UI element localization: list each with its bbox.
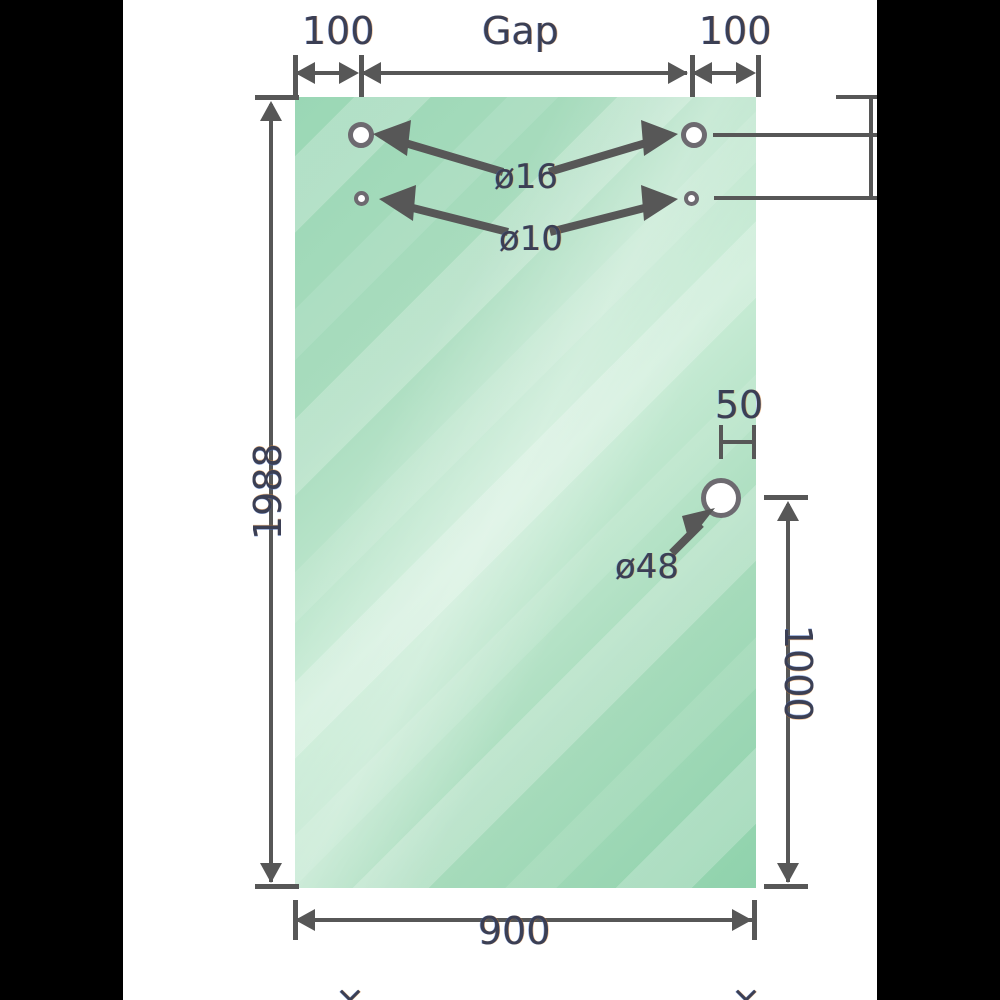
dimline-panel-height [269, 104, 273, 882]
dim-label-edge-to-round-hole-50: 50 [715, 383, 764, 427]
ext-tick-round-hole-level [764, 495, 808, 500]
dimline-bottom-to-round-hole [786, 504, 790, 882]
dimline-right-vertical [869, 95, 873, 199]
dim-label-gap-left-100: 100 [302, 9, 375, 53]
ext-tick-panel-bottom [255, 884, 299, 889]
ext-tick-bottom-right-edge [752, 900, 757, 940]
drawing-page: 100 Gap 100 1988 50 58 50 1000 [123, 0, 877, 1000]
dim-label-gap-right-100: 100 [699, 9, 772, 53]
dimline-panel-width [298, 918, 754, 922]
arrowhead-gap-end [668, 62, 688, 84]
arrowhead-left-100-end [339, 62, 359, 84]
leader-hole10-left [379, 185, 509, 236]
dimline-gap [363, 71, 687, 75]
arrowhead-height-top [260, 101, 282, 121]
dimline-edge-to-round-hole [719, 440, 756, 444]
arrowhead-1000-top [777, 501, 799, 521]
arrowhead-width-left [295, 909, 315, 931]
ext-tick-panel-top [255, 95, 299, 100]
arrowhead-height-bottom [260, 863, 282, 883]
ext-line-hole16-right [713, 133, 877, 137]
leader-hole16-right [547, 120, 678, 176]
callout-label-hole-48: ø48 [615, 547, 680, 587]
right-letterbox-bar [877, 0, 1000, 1000]
glass-sheen [295, 97, 756, 888]
arrowhead-left-100-start [295, 62, 315, 84]
arrowhead-width-right [732, 909, 752, 931]
callout-label-hole-10: ø10 [499, 219, 564, 259]
dim-label-panel-height: 1988 [246, 443, 290, 540]
ext-line-panel-top-right [836, 95, 877, 99]
dim-label-panel-width-900: 900 [478, 909, 551, 953]
hole-top-right-16mm [681, 122, 707, 148]
arrowhead-right-100-start [692, 62, 712, 84]
left-letterbox-bar [0, 0, 123, 1000]
leader-hole10-right [549, 185, 678, 236]
arrowhead-1000-bottom [777, 863, 799, 883]
ext-tick-right-panel-edge [756, 55, 761, 97]
hole-mid-left-10mm [354, 191, 369, 206]
hole-top-left-16mm [348, 122, 374, 148]
clipped-label-right: × [731, 979, 762, 1000]
callout-leader-group [373, 120, 715, 556]
dim-label-bottom-to-round-hole-1000: 1000 [776, 625, 820, 722]
dim-label-gap: Gap [482, 9, 559, 53]
ext-tick-bottom-right [764, 884, 808, 889]
leader-hole48 [669, 508, 715, 556]
dimline-gap-right-100 [695, 71, 751, 75]
glass-panel [295, 97, 756, 888]
callout-label-hole-16: ø16 [494, 157, 559, 197]
ext-line-hole10-right [714, 196, 877, 200]
arrowhead-gap-start [361, 62, 381, 84]
leader-hole16-left [373, 120, 505, 176]
arrowhead-right-100-end [736, 62, 756, 84]
clipped-label-left: × [335, 979, 366, 1000]
dimline-gap-left-100 [298, 71, 354, 75]
hole-mid-right-10mm [684, 191, 699, 206]
